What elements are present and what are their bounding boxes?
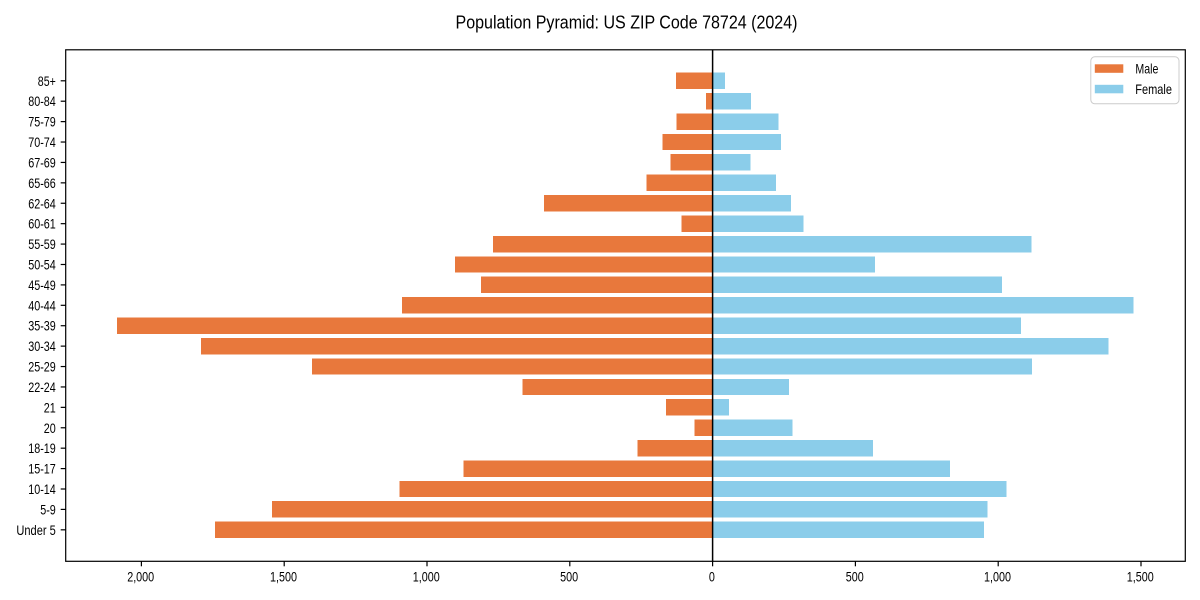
svg-text:2,000: 2,000 (127, 568, 154, 584)
svg-text:30-34: 30-34 (28, 338, 56, 354)
svg-text:45-49: 45-49 (28, 277, 56, 293)
svg-text:Male: Male (1135, 61, 1158, 77)
svg-text:22-24: 22-24 (28, 379, 56, 395)
svg-text:Female: Female (1135, 81, 1172, 97)
svg-text:1,000: 1,000 (984, 568, 1011, 584)
svg-text:55-59: 55-59 (28, 236, 56, 252)
svg-text:67-69: 67-69 (28, 154, 56, 170)
svg-text:70-74: 70-74 (28, 134, 56, 150)
svg-text:500: 500 (846, 568, 864, 584)
svg-text:35-39: 35-39 (28, 318, 56, 334)
svg-text:50-54: 50-54 (28, 256, 56, 272)
svg-text:1,000: 1,000 (413, 568, 440, 584)
svg-text:10-14: 10-14 (28, 481, 56, 497)
svg-text:18-19: 18-19 (28, 440, 56, 456)
svg-text:40-44: 40-44 (28, 297, 56, 313)
svg-text:Population Pyramid: US ZIP Cod: Population Pyramid: US ZIP Code 78724 (2… (456, 12, 798, 33)
svg-text:1,500: 1,500 (1127, 568, 1154, 584)
svg-text:Under 5: Under 5 (16, 522, 56, 538)
svg-text:1,500: 1,500 (270, 568, 297, 584)
svg-text:500: 500 (560, 568, 578, 584)
svg-text:5-9: 5-9 (40, 501, 56, 517)
svg-text:20: 20 (44, 420, 56, 436)
svg-text:85+: 85+ (38, 73, 56, 89)
svg-text:15-17: 15-17 (28, 461, 56, 477)
svg-text:0: 0 (709, 568, 715, 584)
svg-text:60-61: 60-61 (28, 216, 56, 232)
svg-text:65-66: 65-66 (28, 175, 56, 191)
svg-text:62-64: 62-64 (28, 195, 56, 211)
svg-text:25-29: 25-29 (28, 359, 56, 375)
svg-text:80-84: 80-84 (28, 93, 56, 109)
svg-text:75-79: 75-79 (28, 114, 56, 130)
svg-text:21: 21 (44, 399, 56, 415)
